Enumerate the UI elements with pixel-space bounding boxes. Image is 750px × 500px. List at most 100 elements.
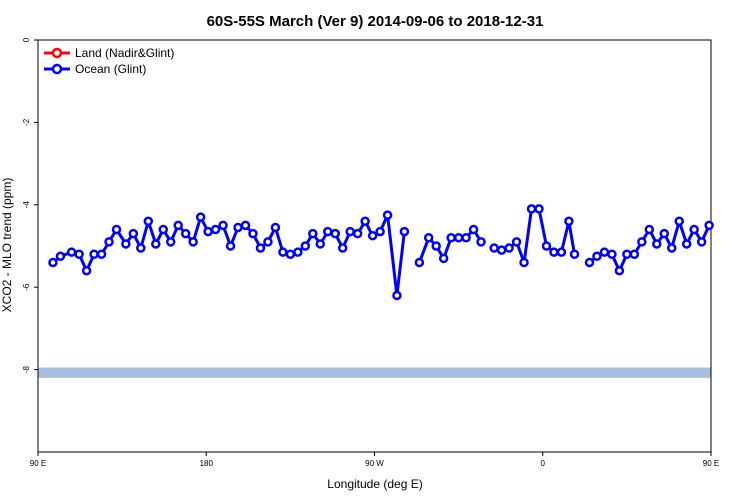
- data-point: [188, 237, 198, 247]
- data-point: [534, 204, 544, 214]
- data-point: [48, 257, 58, 268]
- data-point: [564, 216, 574, 227]
- legend-label: Ocean (Glint): [75, 62, 146, 76]
- data-point: [180, 228, 191, 239]
- data-point: [476, 237, 486, 247]
- data-point: [143, 216, 154, 227]
- data-point: [337, 243, 348, 253]
- legend-marker: [51, 47, 63, 59]
- y-tick-label: -4: [22, 201, 31, 209]
- data-point: [151, 239, 161, 249]
- y-tick-label: -2: [22, 118, 31, 126]
- data-point: [696, 237, 707, 247]
- data-point: [128, 228, 139, 239]
- legend-marker: [51, 63, 63, 75]
- data-point: [584, 257, 595, 268]
- data-point: [556, 247, 567, 257]
- data-point: [681, 239, 692, 249]
- data-point: [519, 257, 529, 268]
- data-point: [248, 228, 258, 239]
- data-point: [526, 204, 537, 214]
- data-point: [629, 249, 640, 259]
- y-axis-label: XCO2 - MLO trend (ppm): [0, 178, 14, 313]
- data-point: [392, 290, 402, 301]
- data-point: [431, 241, 441, 251]
- data-point: [173, 220, 183, 231]
- legend: Land (Nadir&Glint) Ocean (Glint): [44, 46, 174, 76]
- data-point: [81, 265, 92, 276]
- data-point: [511, 237, 522, 247]
- data-point: [637, 237, 647, 247]
- data-point: [666, 243, 677, 253]
- data-point: [614, 265, 625, 276]
- data-point: [308, 228, 318, 239]
- data-point: [111, 224, 122, 235]
- data-point: [453, 233, 464, 243]
- data-point: [210, 224, 221, 235]
- data-point: [315, 239, 326, 249]
- y-tick-label: 0: [22, 37, 31, 42]
- data-point: [399, 226, 410, 237]
- data-point: [446, 233, 456, 243]
- data-point: [136, 243, 146, 253]
- data-point: [66, 247, 77, 257]
- y-tick-label: -6: [22, 283, 31, 291]
- data-point: [489, 243, 499, 253]
- data-point: [263, 237, 273, 247]
- data-point: [240, 220, 251, 231]
- data-point: [652, 239, 662, 249]
- legend-label: Land (Nadir&Glint): [75, 46, 174, 60]
- data-point: [195, 212, 206, 222]
- data-point: [158, 224, 169, 235]
- data-point: [345, 226, 355, 237]
- x-tick-label: 0: [541, 459, 546, 468]
- data-point: [233, 222, 243, 233]
- data-point: [599, 247, 610, 257]
- data-point: [622, 249, 632, 259]
- x-tick-label: 90 E: [703, 459, 719, 468]
- data-point: [375, 226, 385, 237]
- data-point: [293, 247, 303, 257]
- data-point: [496, 245, 507, 255]
- data-point: [300, 241, 311, 251]
- y-tick-label: -8: [22, 365, 31, 373]
- data-point: [330, 228, 340, 239]
- data-point: [218, 220, 228, 231]
- data-point: [659, 228, 670, 239]
- reference-band: [38, 367, 711, 378]
- data-point: [360, 216, 370, 227]
- data-point: [438, 253, 449, 264]
- data-point: [414, 257, 425, 268]
- data-point: [592, 251, 602, 262]
- data-point: [96, 249, 107, 259]
- data-point: [504, 243, 514, 253]
- data-point: [165, 237, 176, 247]
- data-point: [278, 247, 288, 257]
- data-point: [382, 210, 393, 220]
- data-point: [468, 224, 479, 235]
- chart-title: 60S-55S March (Ver 9) 2014-09-06 to 2018…: [207, 13, 544, 30]
- data-point: [203, 226, 213, 237]
- data-point: [89, 249, 99, 259]
- data-point: [607, 249, 617, 259]
- data-point: [569, 249, 580, 259]
- x-tick-label: 180: [200, 459, 214, 468]
- data-point: [270, 222, 281, 233]
- x-tick-label: 90 W: [365, 459, 384, 468]
- plot-area: 90 E 180 90 W 0 90 E 0 -2 -4 -6 -8: [22, 37, 719, 468]
- data-point: [461, 233, 471, 243]
- data-point: [644, 224, 655, 235]
- x-axis-label: Longitude (deg E): [327, 477, 422, 491]
- data-point: [704, 220, 714, 231]
- data-point: [121, 239, 131, 249]
- data-point: [352, 228, 363, 239]
- data-point: [285, 249, 296, 259]
- data-point: [255, 243, 266, 253]
- data-point: [367, 230, 378, 241]
- data-point: [689, 224, 699, 235]
- data-point: [55, 251, 66, 262]
- data-point: [74, 249, 84, 259]
- data-point: [323, 226, 333, 237]
- data-point: [549, 247, 559, 257]
